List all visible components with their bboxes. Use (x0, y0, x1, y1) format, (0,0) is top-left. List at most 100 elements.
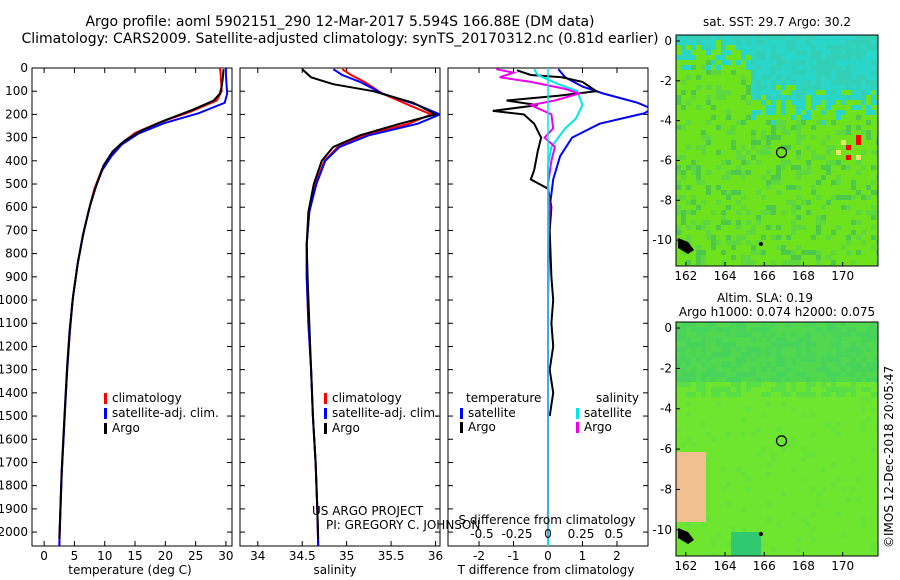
map-y-tick-label: 0 (664, 34, 672, 48)
map-x-tick-label: 168 (792, 559, 815, 573)
argo-position-marker (775, 435, 788, 447)
map-y-tick-label: -4 (660, 114, 672, 128)
depth-tick-label: 1200 (0, 339, 28, 353)
legend-label: climatology (112, 391, 182, 405)
x-tick-label: 15 (127, 549, 142, 563)
x-tick-label: -2 (473, 549, 485, 563)
map-x-tick-label: 170 (831, 269, 854, 283)
legend-label: satellite-adj. clim. (112, 406, 219, 420)
map-field (676, 35, 878, 266)
sst-map-panel: 162 164 166 168 170 0 -2 -4 -6 -8 -10 (652, 34, 879, 283)
x-tick-label: 20 (158, 549, 173, 563)
depth-tick-label: 400 (5, 154, 28, 168)
map-y-tick-label: -2 (660, 361, 672, 375)
x-tick-label: 36 (428, 549, 443, 563)
s-tick-label: -0.5 (470, 527, 493, 541)
legend-swatch (576, 422, 579, 433)
x-tick-label: 34 (250, 549, 265, 563)
depth-tick-label: 1800 (0, 479, 28, 493)
legend-swatch (104, 408, 107, 419)
legend-label: satellite (584, 406, 632, 420)
depth-tick-label: 800 (5, 247, 28, 261)
map-y-tick-label: 0 (664, 321, 672, 335)
island-shape (678, 528, 694, 544)
depth-tick-label: 900 (5, 270, 28, 284)
title-line-2: Climatology: CARS2009. Satellite-adjuste… (21, 31, 658, 47)
depth-tick-label: 1500 (0, 409, 28, 423)
legend-swatch (104, 393, 107, 404)
legend-swatch (324, 393, 327, 404)
s-tick-label: 0.25 (568, 527, 595, 541)
map-frame (675, 34, 879, 267)
map-x-tick-label: 170 (831, 559, 854, 573)
series-line-argo (301, 68, 439, 540)
map-x-tick-label: 162 (674, 269, 697, 283)
depth-tick-label: 100 (5, 84, 28, 98)
x-tick-label: 5 (71, 549, 79, 563)
project-annotation: US ARGO PROJECT (312, 504, 424, 518)
sst-map-title: sat. SST: 29.7 Argo: 30.2 (703, 15, 851, 29)
depth-tick-label: 700 (5, 223, 28, 237)
s-tick-label: 0.5 (604, 527, 623, 541)
depth-tick-label: 1900 (0, 502, 28, 516)
legend-swatch (460, 422, 463, 433)
island-shape (678, 238, 694, 254)
s-tick-label: 0 (544, 527, 552, 541)
legend-label: satellite-adj. clim. (332, 406, 439, 420)
title-line-1: Argo profile: aoml 5902151_290 12-Mar-20… (85, 14, 594, 30)
plot-frame (239, 67, 441, 547)
x-tick-label: -1 (508, 549, 520, 563)
legend-label: Argo (112, 421, 140, 435)
island-shape (759, 532, 763, 536)
map-x-tick-label: 168 (792, 269, 815, 283)
diff-x2label: S difference from climatology (459, 513, 636, 527)
temperature-xlabel: temperature (deg C) (68, 563, 191, 577)
map-y-tick-label: -10 (652, 233, 672, 247)
argo-position-marker (775, 146, 788, 158)
map-x-tick-label: 162 (674, 559, 697, 573)
legend-label: Argo (584, 420, 612, 434)
depth-tick-label: 500 (5, 177, 28, 191)
sla-map-panel: 162 164 166 168 170 0 -2 -4 -6 -8 -10 (652, 321, 879, 573)
sla-map-subtitle: Argo h1000: 0.074 h2000: 0.075 (679, 305, 875, 319)
x-tick-label: 1 (579, 549, 587, 563)
temperature-panel: 0100200300400500600700800900100011001200… (0, 61, 234, 563)
depth-tick-label: 1100 (0, 316, 28, 330)
map-x-tick-label: 166 (753, 559, 776, 573)
sla-map-title: Altim. SLA: 0.19 (717, 291, 813, 305)
imos-stamp: ©IMOS 12-Dec-2018 20:05:47 (882, 366, 896, 548)
x-tick-label: 34.5 (289, 549, 316, 563)
legend-swatch (460, 408, 463, 419)
map-y-tick-label: -4 (660, 402, 672, 416)
island-shape (759, 242, 763, 246)
map-y-tick-label: -8 (660, 482, 672, 496)
legend-swatch (104, 423, 107, 434)
legend-swatch (324, 408, 327, 419)
depth-tick-label: 0 (20, 61, 28, 75)
x-tick-label: 0 (40, 549, 48, 563)
x-tick-label: 2 (613, 549, 621, 563)
map-y-tick-label: -8 (660, 193, 672, 207)
map-x-tick-label: 164 (714, 269, 737, 283)
legend-swatch (324, 423, 327, 434)
legend-label: Argo (468, 420, 496, 434)
map-y-tick-label: -10 (652, 523, 672, 537)
x-tick-label: 25 (188, 549, 203, 563)
legend-label: Argo (332, 421, 360, 435)
depth-tick-label: 300 (5, 131, 28, 145)
map-x-tick-label: 164 (714, 559, 737, 573)
x-tick-label: 10 (97, 549, 112, 563)
depth-tick-label: 1700 (0, 455, 28, 469)
depth-tick-label: 2000 (0, 525, 28, 539)
x-tick-label: 35 (339, 549, 354, 563)
map-y-tick-label: -2 (660, 74, 672, 88)
legend-swatch (576, 408, 579, 419)
depth-tick-label: 1600 (0, 432, 28, 446)
map-frame (675, 321, 879, 557)
s-tick-label: -0.25 (501, 527, 532, 541)
map-y-tick-label: -6 (660, 442, 672, 456)
depth-tick-label: 200 (5, 107, 28, 121)
legend-title-temperature: temperature (466, 391, 541, 405)
depth-tick-label: 1300 (0, 363, 28, 377)
